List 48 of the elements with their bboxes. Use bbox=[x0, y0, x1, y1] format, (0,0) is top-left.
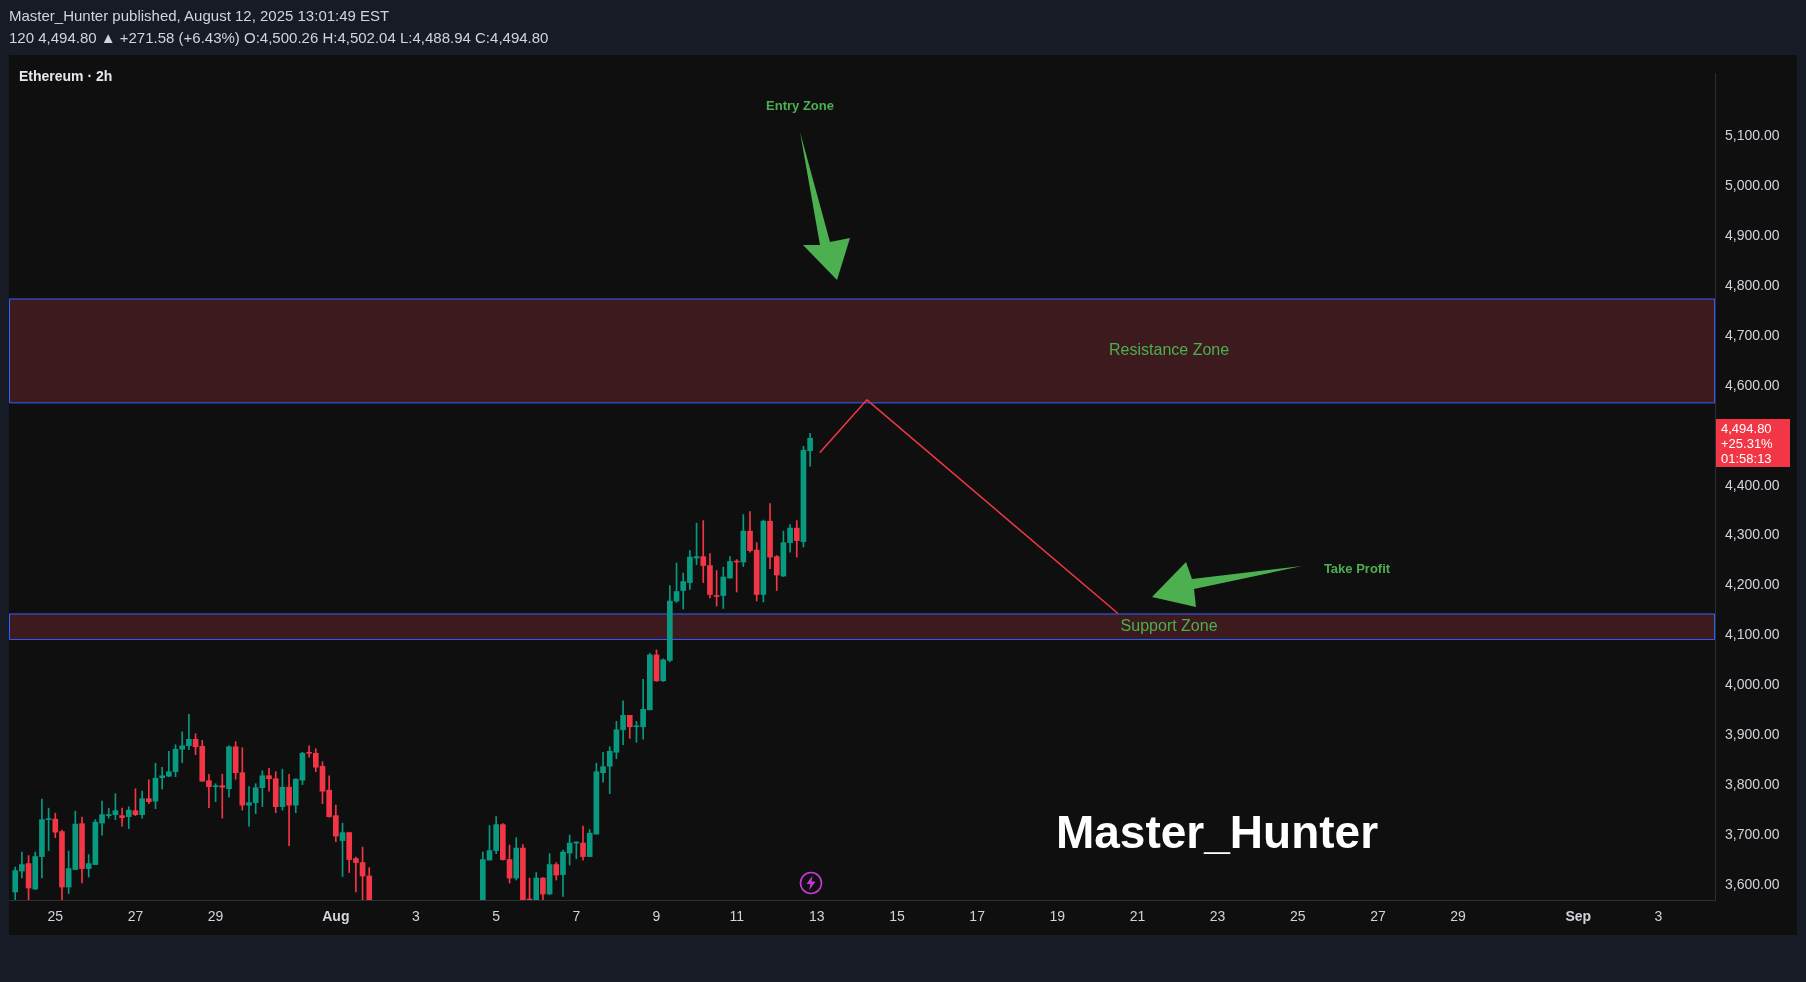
y-tick-label: 4,600.00 bbox=[1725, 376, 1780, 393]
annotation: Entry Zone bbox=[766, 98, 834, 114]
band-label: Resistance Zone bbox=[1109, 341, 1230, 359]
candlestick bbox=[219, 773, 226, 819]
text: 120 4,494.80 ▲ +271.58 (+6.43%) O:4,500.26 H:4,502.04 L:4,488.94 C:4,494.80 bbox=[9, 28, 549, 48]
x-tick-label: Aug bbox=[322, 908, 350, 925]
x-tick-label: 27 bbox=[127, 908, 144, 925]
x-tick-label: 29 bbox=[1450, 908, 1467, 925]
x-tick-label: 25 bbox=[1289, 908, 1306, 925]
x-tick-label: Sep bbox=[1565, 908, 1592, 925]
x-tick-label: 17 bbox=[969, 908, 986, 925]
x-tick-label: 7 bbox=[572, 908, 581, 925]
text: 4,494.80 +25.31% 01:58:13 bbox=[1716, 419, 1790, 467]
x-tick-label: 19 bbox=[1049, 908, 1066, 925]
chart-title: Ethereum · 2h bbox=[19, 67, 113, 86]
y-tick-label: 3,800.00 bbox=[1725, 776, 1780, 793]
annotation: Take Profit bbox=[1323, 561, 1391, 577]
y-tick-label: 4,800.00 bbox=[1725, 276, 1780, 293]
y-tick-label: 4,400.00 bbox=[1725, 476, 1780, 493]
x-tick-label: 9 bbox=[652, 908, 661, 925]
y-tick-label: 3,600.00 bbox=[1725, 875, 1780, 892]
candlestick bbox=[286, 773, 292, 846]
text: Master_Hunter published, August 12, 2025 13:01:49 EST bbox=[9, 6, 390, 26]
y-tick-label: 3,900.00 bbox=[1725, 726, 1780, 743]
band-label: Support Zone bbox=[1120, 617, 1218, 635]
y-tick-label: 3,700.00 bbox=[1725, 825, 1780, 842]
x-tick-label: 5 bbox=[492, 908, 501, 925]
y-tick-label: 4,100.00 bbox=[1725, 626, 1780, 643]
candlestick bbox=[145, 779, 152, 804]
x-tick-label: 29 bbox=[207, 908, 224, 925]
x-tick-label: 15 bbox=[889, 908, 905, 925]
y-tick-label: 4,900.00 bbox=[1725, 226, 1780, 243]
x-tick-label: 3 bbox=[412, 908, 421, 925]
x-tick-label: 25 bbox=[47, 908, 64, 925]
x-tick-label: 13 bbox=[809, 908, 825, 925]
annotation: Master_Hunter bbox=[1055, 806, 1379, 858]
y-tick-label: 5,000.00 bbox=[1725, 177, 1780, 194]
y-tick-label: 4,000.00 bbox=[1725, 676, 1780, 693]
x-tick-label: 21 bbox=[1129, 908, 1146, 925]
x-tick-label: 23 bbox=[1209, 908, 1226, 925]
x-tick-label: 3 bbox=[1654, 908, 1663, 925]
x-tick-label: 11 bbox=[729, 908, 745, 925]
y-tick-label: 4,700.00 bbox=[1725, 326, 1780, 343]
x-tick-label: 27 bbox=[1370, 908, 1386, 925]
candlestick bbox=[119, 807, 125, 827]
y-tick-label: 4,200.00 bbox=[1725, 576, 1780, 593]
y-tick-label: 5,100.00 bbox=[1725, 127, 1780, 144]
y-tick-label: 4,300.00 bbox=[1725, 526, 1780, 543]
